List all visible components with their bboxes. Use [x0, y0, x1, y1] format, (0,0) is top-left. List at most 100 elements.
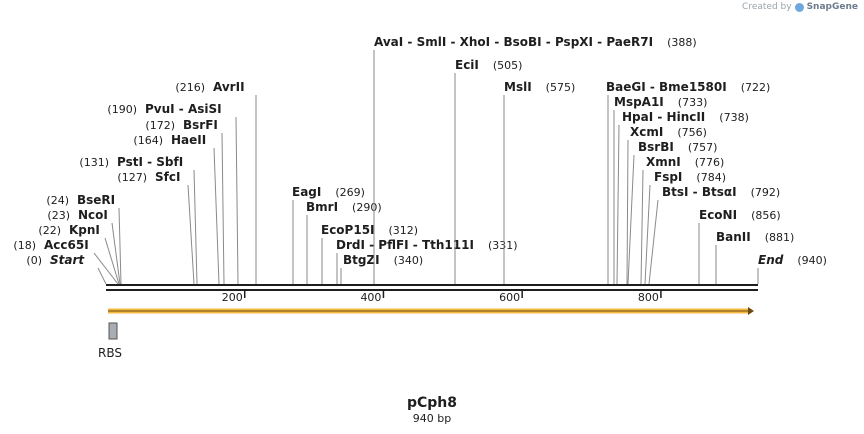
site-position: (505): [493, 59, 523, 72]
site-leader-line: [644, 184, 651, 285]
site-position: (733): [678, 96, 708, 109]
site-position: (722): [741, 81, 771, 94]
site-leader-line: [626, 139, 629, 285]
site-label: BseRI: [77, 193, 115, 207]
site-leader-line: [111, 222, 121, 285]
site-leader-line: [627, 154, 635, 285]
plasmid-length: 940 bp: [412, 412, 452, 425]
site-label: XmnI: [646, 155, 681, 169]
axis-tick-label: 600: [499, 291, 520, 304]
site-mspa1i: MspA1I (733): [613, 95, 708, 284]
site-acc65i: Acc65I (18): [13, 238, 119, 285]
site-label: BsrBI: [638, 140, 674, 154]
site-label: PvuI - AsiSI: [145, 102, 222, 116]
site-label: BmrI: [306, 200, 338, 214]
rbs-feature-box: [108, 322, 118, 340]
site-label: XcmI: [630, 125, 663, 139]
site-position: (216): [175, 81, 205, 94]
site-label: EcoNI: [699, 208, 737, 222]
site-label: Start: [50, 253, 85, 267]
site-leader-line: [104, 237, 120, 285]
site-sfci: SfcI (127): [117, 170, 195, 285]
site-position: (269): [335, 186, 365, 199]
site-label: BanII: [716, 230, 751, 244]
site-label: PstI - SbfI: [117, 155, 183, 169]
site-leader-line: [93, 252, 119, 285]
axis-tick-label: 400: [360, 291, 381, 304]
site-position: (24): [46, 194, 69, 207]
site-baegi: BaeGI - Bme1580I (722): [606, 80, 770, 284]
site-label: SfcI: [155, 170, 180, 184]
site-leader-line: [213, 147, 220, 285]
site-label: KpnI: [69, 223, 100, 237]
site-xmni: XmnI (776): [640, 155, 725, 285]
site-leader-line: [640, 169, 644, 285]
site-end: End (940): [757, 253, 827, 284]
site-label: EciI: [455, 58, 479, 72]
site-avrii: AvrII (216): [175, 80, 257, 284]
site-bsrbi: BsrBI (757): [627, 140, 717, 285]
site-position: (0): [26, 254, 42, 267]
site-bmri: BmrI (290): [306, 200, 382, 284]
site-position: (190): [107, 103, 137, 116]
site-haeii: HaeII (164): [133, 133, 220, 285]
site-position: (776): [695, 156, 725, 169]
site-ncoi: NcoI (23): [47, 208, 121, 285]
site-hpai: HpaI - HincII (738): [616, 110, 749, 285]
site-position: (756): [677, 126, 707, 139]
site-position: (940): [797, 254, 827, 267]
site-position: (22): [38, 224, 61, 237]
site-position: (575): [546, 81, 576, 94]
site-label: NcoI: [78, 208, 108, 222]
site-drdi: DrdI - PflFI - Tth111I (331): [336, 238, 518, 284]
feature-label-rbs: RBS: [98, 346, 122, 360]
snapgene-watermark: Created by SnapGene: [742, 2, 858, 12]
site-leader-line: [616, 124, 620, 285]
site-position: (388): [667, 36, 697, 49]
site-label: BtgZI: [343, 253, 380, 267]
site-label: End: [758, 253, 784, 267]
site-position: (172): [145, 119, 175, 132]
snapgene-logo-icon: [794, 2, 804, 12]
site-label: Acc65I: [44, 238, 89, 252]
site-position: (881): [765, 231, 795, 244]
feature-arrow-head: [748, 307, 754, 315]
site-econi: EcoNI (856): [698, 208, 781, 284]
site-fspi: FspI (784): [644, 170, 726, 285]
site-avai: AvaI - SmlI - XhoI - BsoBI - PspXI - Pae…: [373, 35, 697, 284]
site-position: (784): [696, 171, 726, 184]
site-position: (164): [133, 134, 163, 147]
site-label: BaeGI - Bme1580I: [606, 80, 727, 94]
site-label: HpaI - HincII: [622, 110, 705, 124]
site-position: (856): [751, 209, 781, 222]
site-position: (312): [389, 224, 419, 237]
site-label: BtsI - BtsαI: [662, 185, 737, 199]
site-xcmi: XcmI (756): [626, 125, 707, 285]
site-kpni: KpnI (22): [38, 223, 120, 285]
site-label: MspA1I: [614, 95, 664, 109]
site-position: (738): [719, 111, 749, 124]
site-label: BsrFI: [183, 118, 218, 132]
site-position: (127): [117, 171, 147, 184]
site-bsrfi: BsrFI (172): [145, 118, 225, 285]
site-banii: BanII (881): [715, 230, 795, 284]
site-pvui: PvuI - AsiSI (190): [107, 102, 239, 285]
axis-tick-label: 200: [222, 291, 243, 304]
site-leader-line: [187, 184, 195, 285]
site-msli: MslI (575): [503, 80, 576, 284]
site-label: FspI: [654, 170, 682, 184]
site-position: (131): [79, 156, 109, 169]
site-position: (792): [751, 186, 781, 199]
site-label: AvrII: [213, 80, 245, 94]
site-position: (331): [488, 239, 518, 252]
site-ecii: EciI (505): [454, 58, 523, 284]
site-start: Start (0): [26, 253, 107, 285]
site-label: EagI: [292, 185, 321, 199]
site-position: (290): [352, 201, 382, 214]
site-label: MslI: [504, 80, 532, 94]
watermark-prefix: Created by: [742, 2, 792, 12]
site-btgzi: BtgZI (340): [340, 253, 423, 284]
site-eagi: EagI (269): [292, 185, 365, 284]
site-leader-line: [221, 132, 225, 285]
